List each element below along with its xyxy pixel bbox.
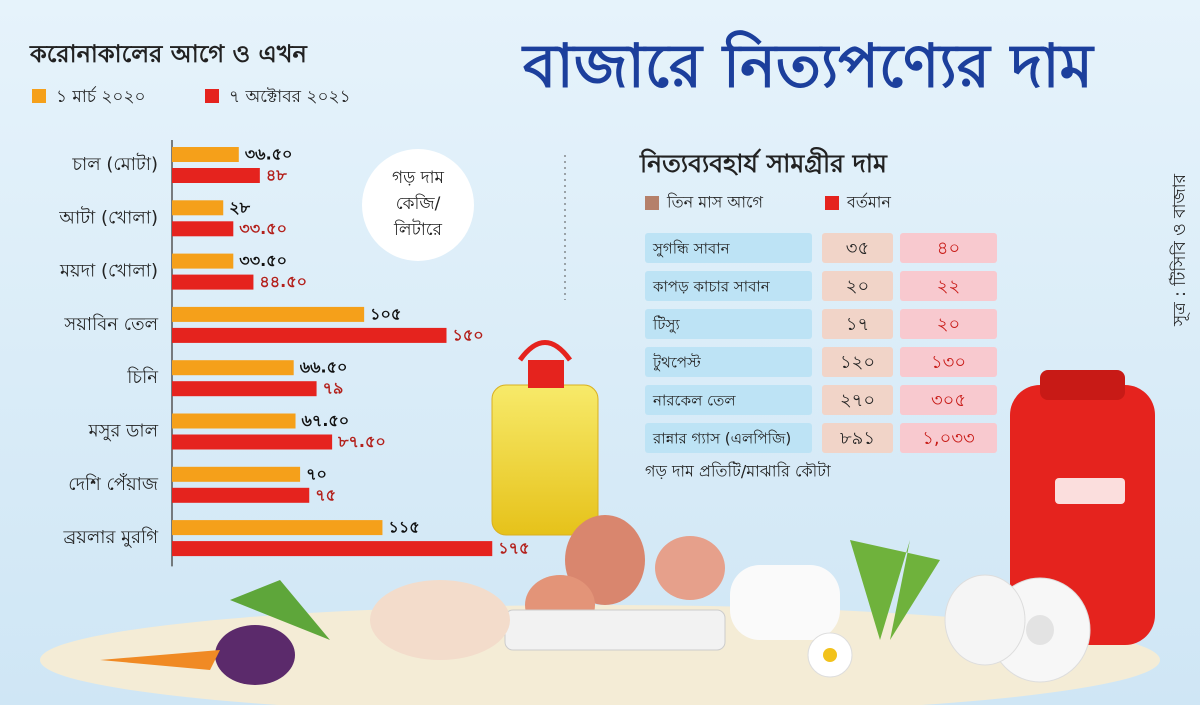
table-note: গড় দাম প্রতিটি/মাঝারি কৌটা — [645, 462, 831, 481]
value-label: ১১৫ — [388, 518, 419, 537]
category-label: ব্রয়লার মুরগি — [62, 527, 159, 548]
table-cell — [822, 233, 893, 263]
cell-value: ১৭ — [846, 314, 869, 335]
value-label: ১০৫ — [370, 304, 401, 323]
cell-value: ৮৯১ — [840, 428, 875, 449]
cell-value: ১,০৩৩ — [922, 428, 975, 449]
category-label: দেশি পেঁয়াজ — [68, 473, 159, 495]
cell-value: ২০ — [846, 276, 869, 297]
value-label: ৮৭.৫০ — [337, 432, 386, 451]
table-cell — [900, 309, 997, 339]
annotation: কেজি/ — [396, 193, 441, 214]
table-cell — [900, 271, 997, 301]
cell-value: ১২০ — [840, 352, 875, 373]
table-cell — [822, 271, 893, 301]
cell-value: ৩৫ — [846, 238, 869, 259]
table-cell — [645, 271, 812, 301]
legend-label: তিন মাস আগে — [666, 193, 763, 212]
row-label: টিস্যু — [652, 316, 680, 334]
source: সূত্র : টিসিবি ও বাজার — [1169, 173, 1190, 327]
table-cell — [900, 233, 997, 263]
legend-swatch — [825, 196, 839, 210]
category-label: চাল (মোটা) — [71, 153, 158, 175]
bar — [172, 487, 310, 503]
category-label: আটা (খোলা) — [58, 206, 158, 228]
bar — [172, 327, 447, 343]
table-cell — [645, 423, 812, 453]
bar — [172, 200, 224, 216]
value-label: ৪৮ — [266, 166, 287, 185]
value-label: ৬৭.৫০ — [302, 411, 350, 430]
value-label: ৭০ — [306, 464, 327, 483]
value-label: ৩৩.৫০ — [239, 251, 287, 270]
value-label: ৭৫ — [315, 485, 336, 504]
value-label: ৩৬.৫০ — [245, 145, 293, 164]
bar — [172, 306, 365, 322]
table-cell — [822, 309, 893, 339]
value-label: ৭৯ — [323, 379, 344, 398]
table-cell — [900, 347, 997, 377]
row-label: কাপড় কাচার সাবান — [652, 278, 771, 296]
table-cell — [822, 423, 893, 453]
bar — [172, 541, 493, 557]
legend-label: বর্তমান — [846, 193, 891, 212]
category-label: মসুর ডাল — [88, 421, 159, 442]
cell-value: ১৩০ — [931, 352, 966, 373]
table-cell — [822, 385, 893, 415]
row-label: টুথপেস্ট — [652, 354, 701, 372]
cell-value: ২০ — [937, 314, 960, 335]
bar — [172, 221, 234, 237]
bar — [172, 274, 254, 290]
legend-label: ১ মার্চ ২০২০ — [56, 86, 146, 107]
bar — [172, 168, 260, 183]
bar — [172, 381, 317, 397]
cell-value: ৩০৫ — [931, 390, 966, 411]
bar — [172, 147, 239, 162]
cell-value: ৪০ — [937, 238, 960, 259]
value-label: ৬৬.৫০ — [300, 358, 348, 377]
value-label: ২৮ — [229, 198, 250, 217]
value-label: ৪৪.৫০ — [259, 272, 307, 291]
category-label: চিনি — [126, 367, 158, 388]
category-label: সয়াবিন তেল — [63, 314, 158, 335]
table-cell — [645, 309, 812, 339]
table-title: নিত্যব্যবহার্য সামগ্রীর দাম — [639, 147, 888, 178]
bar — [172, 360, 294, 376]
annotation: লিটারে — [393, 219, 443, 240]
annotation: গড় দাম — [392, 168, 445, 188]
cell-value: ২৭০ — [840, 390, 875, 411]
table-cell — [822, 347, 893, 377]
legend-swatch — [205, 89, 219, 103]
cell-value: ২২ — [937, 276, 960, 297]
value-label: ১৭৫ — [498, 539, 529, 558]
table-cell — [645, 347, 812, 377]
table-cell — [900, 423, 997, 453]
legend-swatch — [32, 89, 46, 103]
bar — [172, 466, 301, 482]
value-label: ৩৩.৫০ — [239, 219, 287, 238]
row-label: সুগন্ধি সাবান — [652, 240, 731, 258]
bar — [172, 253, 234, 269]
chart-title: করোনাকালের আগে ও এখন — [29, 40, 308, 68]
page-title: বাজারে নিত্যপণ্যের দাম — [521, 30, 1096, 102]
illustrations — [40, 340, 1160, 705]
row-label: নারকেল তেল — [652, 392, 736, 410]
bar — [172, 413, 296, 429]
legend-label: ৭ অক্টোবর ২০২১ — [229, 87, 351, 107]
category-label: ময়দা (খোলা) — [59, 261, 158, 282]
table-cell — [645, 233, 812, 263]
table-cell — [900, 385, 997, 415]
table-cell — [645, 385, 812, 415]
legend-swatch — [645, 196, 659, 210]
value-label: ১৫০ — [453, 325, 484, 344]
bar — [172, 520, 383, 536]
row-label: রান্নার গ্যাস (এলপিজি) — [652, 430, 791, 448]
annotation-circle — [362, 149, 474, 261]
bar — [172, 434, 333, 450]
